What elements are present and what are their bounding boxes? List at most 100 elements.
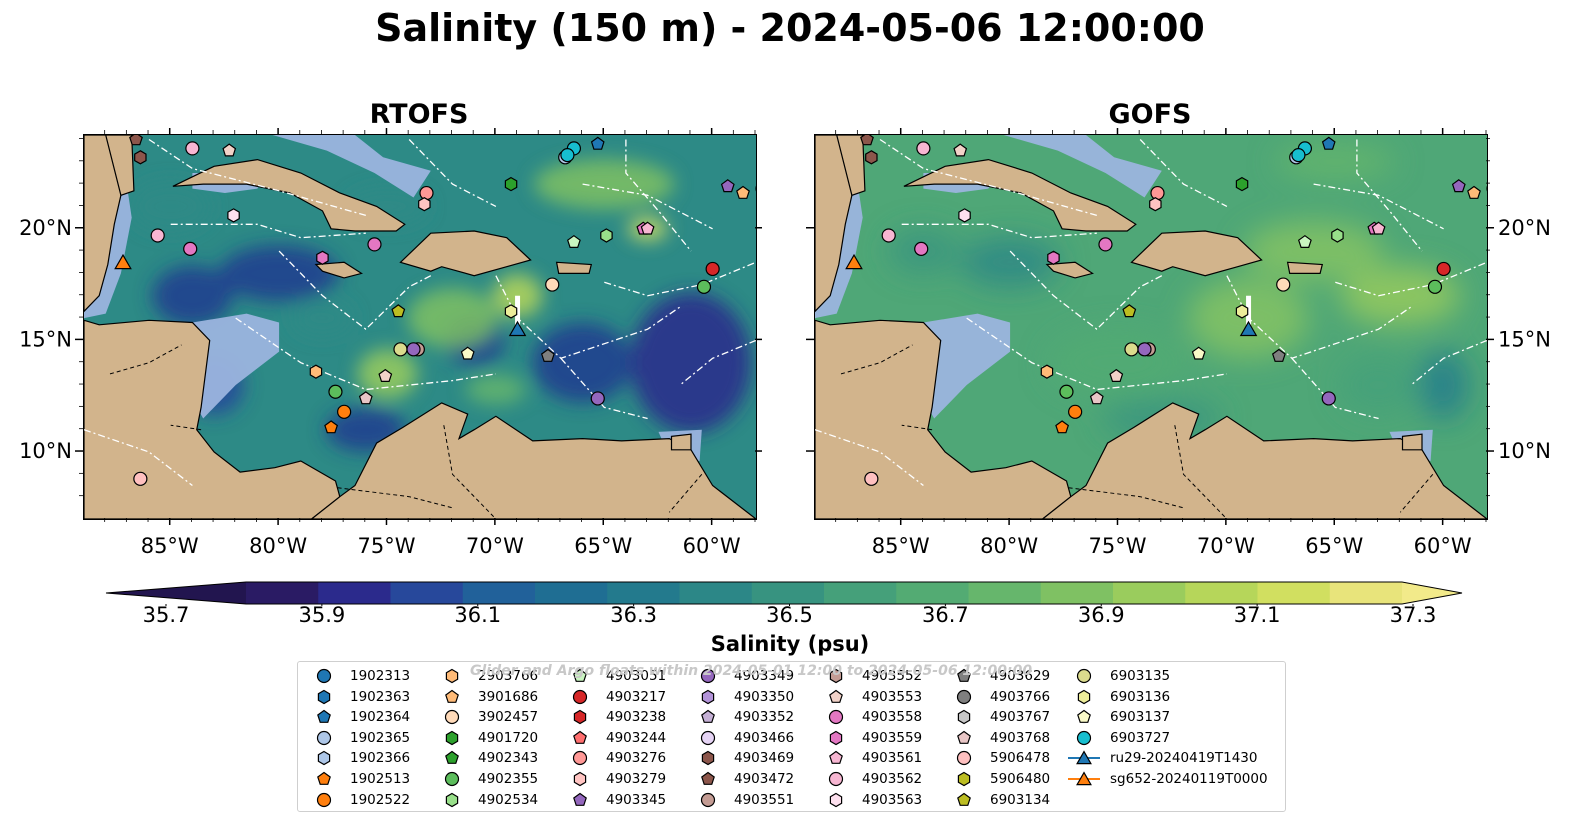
float-legend-icon (956, 689, 972, 704)
float-marker (864, 471, 879, 486)
figure-title: Salinity (150 m) - 2024-05-06 12:00:00 (375, 6, 1205, 50)
legend-label: 4903466 (734, 729, 795, 746)
float-marker (705, 261, 720, 277)
legend-label: 4903629 (990, 668, 1051, 684)
float-marker (328, 384, 343, 399)
float-marker (133, 471, 148, 486)
gofs-map-canvas (815, 135, 1487, 519)
legend-marker (316, 730, 332, 745)
float-marker (1297, 234, 1312, 249)
legend-label: 5906478 (990, 750, 1051, 767)
float-marker (504, 176, 518, 192)
colorbar-title: Salinity (psu) (710, 632, 870, 656)
legend-label: 4903562 (862, 771, 923, 787)
colorbar-segment (246, 582, 319, 604)
legend-label: 1902513 (350, 771, 411, 787)
legend-marker (1076, 771, 1092, 786)
float-marker (1331, 228, 1344, 243)
legend-marker (444, 771, 460, 787)
x-tick-label: 60°W (683, 534, 741, 558)
legend-label: 3902457 (478, 709, 539, 726)
float-legend-icon (573, 792, 587, 806)
float-marker (1451, 179, 1466, 193)
map-panel-rtofs[interactable] (83, 134, 757, 520)
float-legend-icon (701, 771, 715, 785)
float-legend-icon (573, 771, 587, 787)
float-marker (736, 185, 750, 199)
float-legend-icon (828, 771, 844, 787)
colorbar (105, 581, 1463, 606)
float-legend-icon (572, 689, 588, 704)
map-panel-gofs[interactable] (814, 134, 1488, 520)
legend-marker (573, 730, 587, 744)
float-marker (914, 241, 929, 256)
y-tick-label-right: 20°N (1498, 216, 1551, 240)
legend-label: 4901720 (478, 729, 539, 746)
float-legend-icon (445, 689, 459, 703)
legend-label: ru29-20240419T1430 (1110, 750, 1258, 767)
legend-label: 4903766 (990, 688, 1051, 705)
float-legend-icon (445, 792, 459, 807)
float-legend-icon (317, 751, 331, 766)
float-legend-icon (700, 730, 716, 745)
float-legend-icon (1076, 668, 1092, 684)
float-marker (953, 143, 968, 157)
legend-label: 2903766 (478, 668, 539, 684)
legend-label: sg652-20240119T0000 (1110, 771, 1268, 787)
legend-marker (700, 730, 716, 745)
legend-label: 4903551 (734, 791, 795, 808)
x-tick-label: 80°W (249, 534, 307, 558)
float-legend-icon (444, 710, 460, 725)
float-marker (720, 179, 735, 193)
float-legend-icon (957, 792, 971, 806)
legend-label: 6903727 (1110, 729, 1171, 746)
legend-marker (701, 709, 715, 724)
float-marker (337, 404, 352, 419)
float-legend-icon (573, 668, 587, 682)
legend-label: 6903135 (1110, 668, 1171, 684)
float-legend-icon (829, 689, 843, 703)
float-legend-icon (1076, 730, 1092, 745)
float-legend-icon (573, 730, 587, 744)
legend-label: 4903217 (606, 688, 667, 705)
legend-label: 4903553 (862, 688, 923, 705)
colorbar-segment (1185, 582, 1258, 604)
legend-marker (317, 709, 331, 724)
float-legend-icon (829, 751, 843, 765)
float-marker (1040, 364, 1054, 379)
legend-marker (957, 730, 971, 744)
float-marker (134, 150, 147, 165)
legend-label: 1902522 (350, 791, 411, 808)
rtofs-map-canvas (84, 135, 756, 519)
x-tick-label: 85°W (141, 534, 199, 558)
float-marker (460, 346, 475, 360)
float-legend-icon (701, 689, 715, 704)
float-legend-icon (445, 751, 459, 765)
legend-label: 3901686 (478, 688, 539, 705)
float-legend-icon (829, 792, 843, 807)
legend-marker (829, 730, 843, 745)
colorbar-segment (679, 582, 753, 604)
colorbar-segment (607, 582, 680, 604)
y-tick-label-left: 15°N (19, 327, 72, 351)
x-tick-label: 75°W (1088, 534, 1146, 558)
legend-marker (957, 709, 971, 725)
x-tick-label: 65°W (574, 534, 632, 558)
float-marker (566, 234, 581, 249)
legend-marker (573, 668, 587, 682)
x-tick-label: 85°W (872, 534, 930, 558)
legend-marker (1076, 668, 1092, 684)
float-legend-icon (316, 730, 332, 745)
legend-marker (828, 710, 844, 725)
float-legend-icon (700, 792, 716, 807)
legend-marker (444, 710, 460, 725)
float-marker (391, 304, 406, 318)
legend-marker (316, 668, 332, 684)
legend-label: 6903134 (990, 791, 1051, 808)
float-legend-icon (572, 751, 588, 766)
y-tick-label-left: 10°N (19, 439, 72, 463)
float-legend-icon (445, 730, 459, 745)
legend-marker (957, 771, 971, 787)
legend-label: 4902534 (478, 791, 539, 808)
